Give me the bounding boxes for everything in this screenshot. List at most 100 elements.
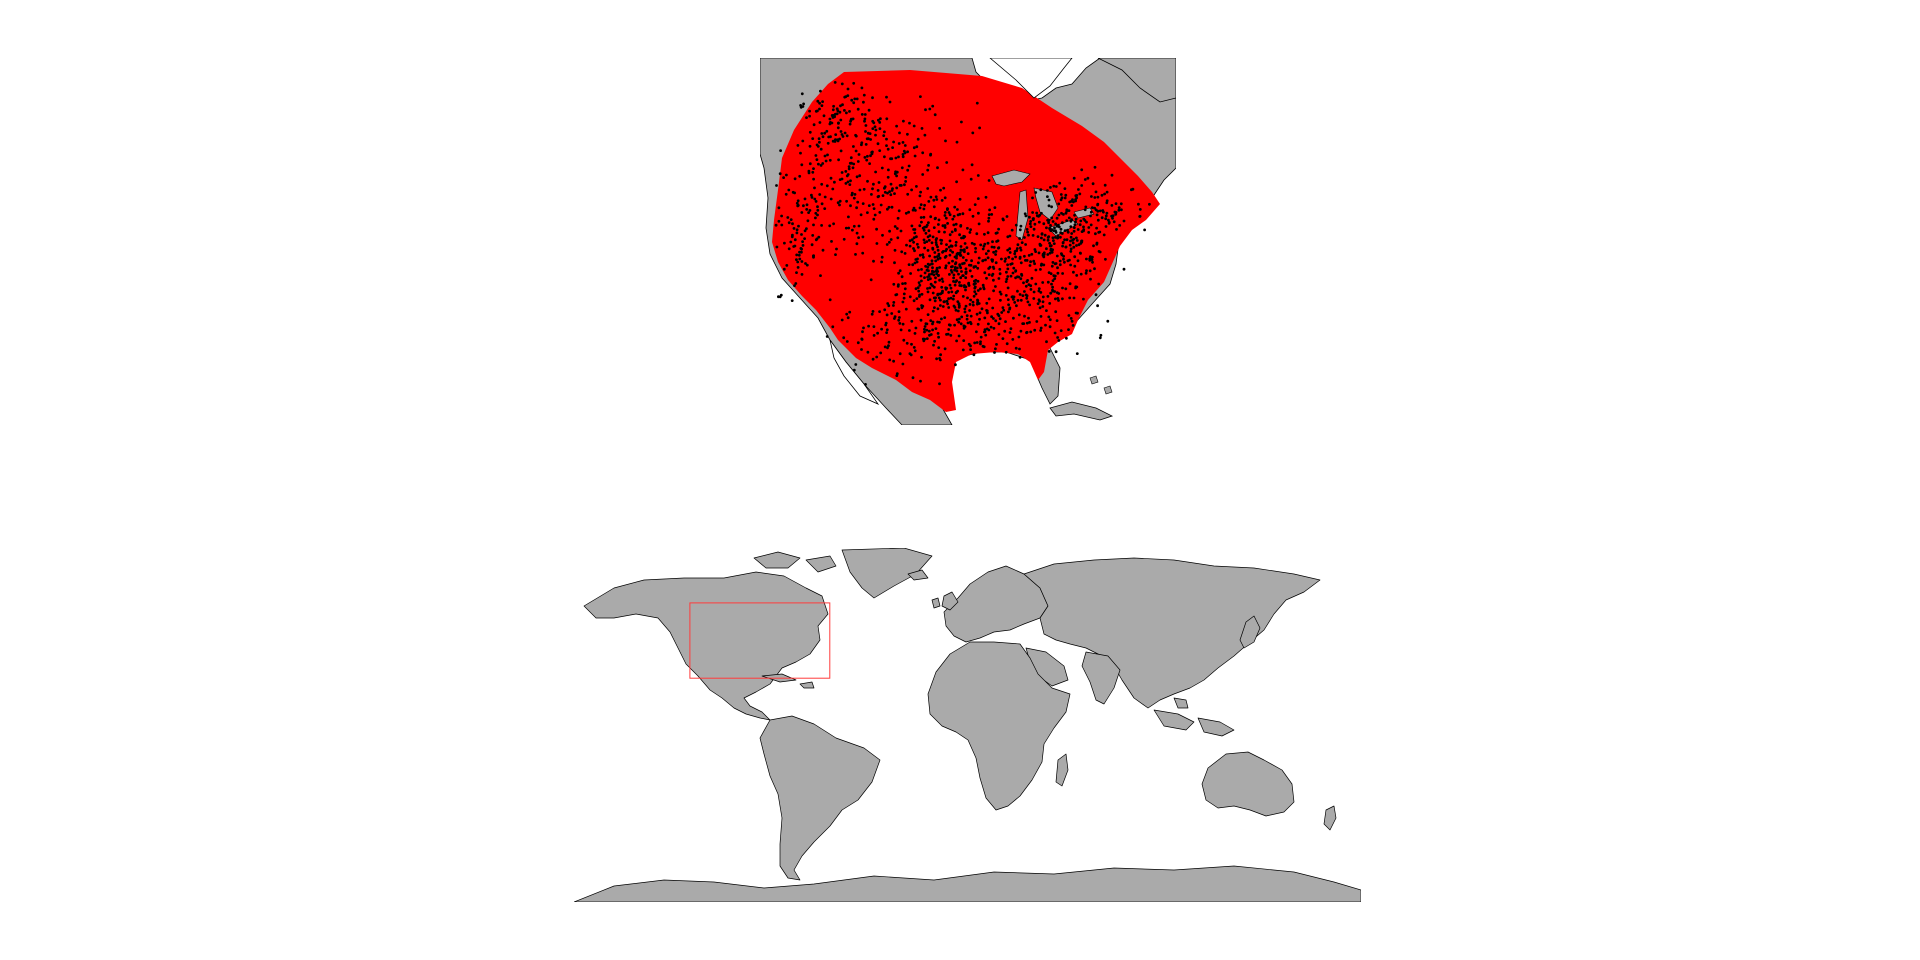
occurrence-point bbox=[1112, 220, 1116, 224]
occurrence-point bbox=[993, 351, 996, 354]
occurrence-point bbox=[782, 176, 785, 179]
occurrence-point bbox=[798, 257, 802, 261]
occurrence-point bbox=[1027, 316, 1030, 320]
occurrence-point bbox=[994, 347, 997, 351]
occurrence-point bbox=[921, 151, 925, 155]
occurrence-point bbox=[1054, 185, 1058, 188]
occurrence-point bbox=[959, 248, 963, 252]
occurrence-point bbox=[1017, 275, 1021, 279]
occurrence-point bbox=[1013, 252, 1017, 256]
occurrence-point bbox=[915, 145, 919, 149]
occurrence-point bbox=[1103, 183, 1107, 187]
occurrence-point bbox=[939, 188, 942, 192]
occurrence-point bbox=[1079, 252, 1082, 255]
occurrence-point bbox=[799, 104, 802, 107]
occurrence-point bbox=[927, 238, 931, 242]
occurrence-point bbox=[1089, 223, 1093, 227]
occurrence-point bbox=[1006, 275, 1010, 278]
occurrence-point bbox=[948, 283, 952, 287]
occurrence-point bbox=[1051, 236, 1055, 240]
occurrence-point bbox=[842, 237, 846, 241]
new-zealand bbox=[1323, 805, 1337, 831]
occurrence-point bbox=[882, 134, 886, 137]
occurrence-point bbox=[856, 107, 860, 111]
occurrence-point bbox=[969, 348, 972, 351]
occurrence-point bbox=[799, 247, 803, 250]
occurrence-point bbox=[1036, 235, 1040, 239]
occurrence-point bbox=[896, 236, 900, 240]
occurrence-point bbox=[1089, 255, 1092, 258]
occurrence-point bbox=[1048, 226, 1052, 230]
occurrence-point bbox=[878, 149, 882, 152]
occurrence-point bbox=[947, 297, 950, 301]
occurrence-point bbox=[970, 241, 974, 245]
occurrence-point bbox=[1110, 214, 1113, 218]
occurrence-point bbox=[893, 261, 896, 265]
occurrence-point bbox=[1066, 230, 1070, 234]
occurrence-point bbox=[965, 246, 969, 250]
occurrence-point bbox=[971, 214, 975, 218]
occurrence-point bbox=[976, 322, 980, 326]
occurrence-point bbox=[1040, 232, 1044, 236]
occurrence-point bbox=[857, 224, 861, 228]
occurrence-point bbox=[896, 216, 900, 220]
occurrence-point bbox=[978, 317, 981, 321]
regional-extent-box bbox=[689, 602, 831, 679]
occurrence-point bbox=[947, 306, 951, 309]
occurrence-point bbox=[895, 170, 899, 174]
occurrence-point bbox=[961, 212, 965, 216]
occurrence-point bbox=[845, 340, 849, 343]
occurrence-point bbox=[886, 302, 890, 305]
occurrence-point bbox=[992, 317, 995, 320]
occurrence-point bbox=[1067, 314, 1071, 317]
occurrence-point bbox=[983, 330, 986, 334]
occurrence-point bbox=[1057, 213, 1061, 217]
occurrence-point bbox=[938, 256, 942, 260]
occurrence-point bbox=[820, 104, 824, 107]
occurrence-point bbox=[852, 101, 856, 105]
occurrence-point bbox=[860, 143, 863, 147]
occurrence-point bbox=[858, 188, 862, 192]
occurrence-point bbox=[1072, 229, 1076, 233]
occurrence-point bbox=[931, 266, 934, 270]
occurrence-point bbox=[1008, 307, 1011, 311]
occurrence-point bbox=[861, 330, 864, 334]
occurrence-point bbox=[963, 235, 967, 239]
occurrence-point bbox=[1114, 212, 1118, 216]
occurrence-point bbox=[818, 193, 822, 196]
occurrence-point bbox=[1046, 238, 1050, 242]
occurrence-point bbox=[1017, 335, 1021, 339]
occurrence-point bbox=[943, 224, 947, 227]
occurrence-point bbox=[1049, 291, 1053, 295]
occurrence-point bbox=[916, 245, 920, 249]
occurrence-point bbox=[817, 162, 820, 166]
occurrence-point bbox=[999, 298, 1002, 302]
occurrence-point bbox=[961, 348, 965, 352]
occurrence-point bbox=[952, 273, 956, 277]
occurrence-point bbox=[1067, 216, 1071, 220]
occurrence-point bbox=[836, 138, 839, 142]
occurrence-point bbox=[777, 206, 781, 210]
occurrence-point bbox=[984, 258, 987, 262]
occurrence-point bbox=[887, 340, 891, 344]
occurrence-point bbox=[926, 265, 930, 269]
occurrence-point bbox=[964, 267, 968, 271]
occurrence-point bbox=[928, 107, 932, 111]
occurrence-point bbox=[1045, 340, 1048, 344]
occurrence-point bbox=[953, 283, 957, 287]
occurrence-point bbox=[936, 245, 939, 249]
occurrence-point bbox=[854, 253, 857, 256]
occurrence-point bbox=[1097, 250, 1101, 253]
occurrence-point bbox=[944, 266, 947, 270]
occurrence-point bbox=[1047, 221, 1050, 225]
occurrence-point bbox=[1032, 259, 1036, 263]
occurrence-point bbox=[983, 328, 987, 331]
occurrence-point bbox=[943, 226, 947, 229]
occurrence-point bbox=[876, 142, 880, 146]
occurrence-point bbox=[1055, 319, 1059, 322]
occurrence-point bbox=[922, 228, 926, 232]
occurrence-point bbox=[958, 284, 962, 287]
occurrence-point bbox=[924, 108, 927, 112]
occurrence-point bbox=[957, 334, 961, 338]
occurrence-point bbox=[831, 139, 835, 143]
